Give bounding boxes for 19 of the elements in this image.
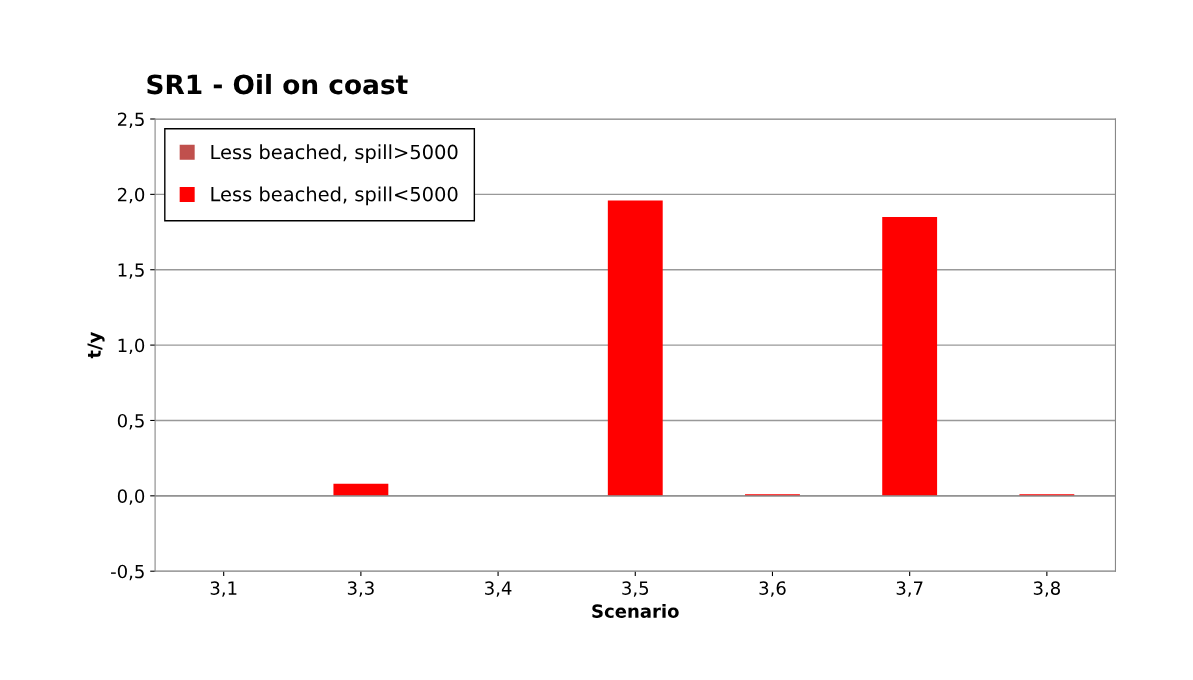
y-tick-label: 1,5 <box>118 263 144 279</box>
x-tick-label: 3,1 <box>210 581 237 597</box>
x-tick-label: 3,5 <box>622 581 649 597</box>
y-tick-label: -0,5 <box>111 564 144 581</box>
x-tick-label: 3,3 <box>347 581 374 597</box>
y-tick-label: 0,5 <box>117 413 144 430</box>
y-tick-label: 2,0 <box>117 187 145 204</box>
y-axis-title: t/y <box>87 331 105 359</box>
x-tick-label: 3,6 <box>759 581 786 597</box>
x-tick-label: 3,8 <box>1033 581 1060 597</box>
legend-label: Less beached, spill>5000 <box>211 144 458 164</box>
y-tick-label: 2,5 <box>117 112 144 128</box>
x-axis-title: Scenario <box>592 603 679 618</box>
y-tick-label: 0,0 <box>117 489 145 505</box>
y-tick-label: 1,0 <box>118 338 145 355</box>
legend-label: Less beached, spill<5000 <box>211 186 458 206</box>
x-tick-label: 3,4 <box>485 581 512 597</box>
x-tick-label: 3,7 <box>896 581 923 597</box>
chart-title: SR1 - Oil on coast <box>147 73 408 95</box>
